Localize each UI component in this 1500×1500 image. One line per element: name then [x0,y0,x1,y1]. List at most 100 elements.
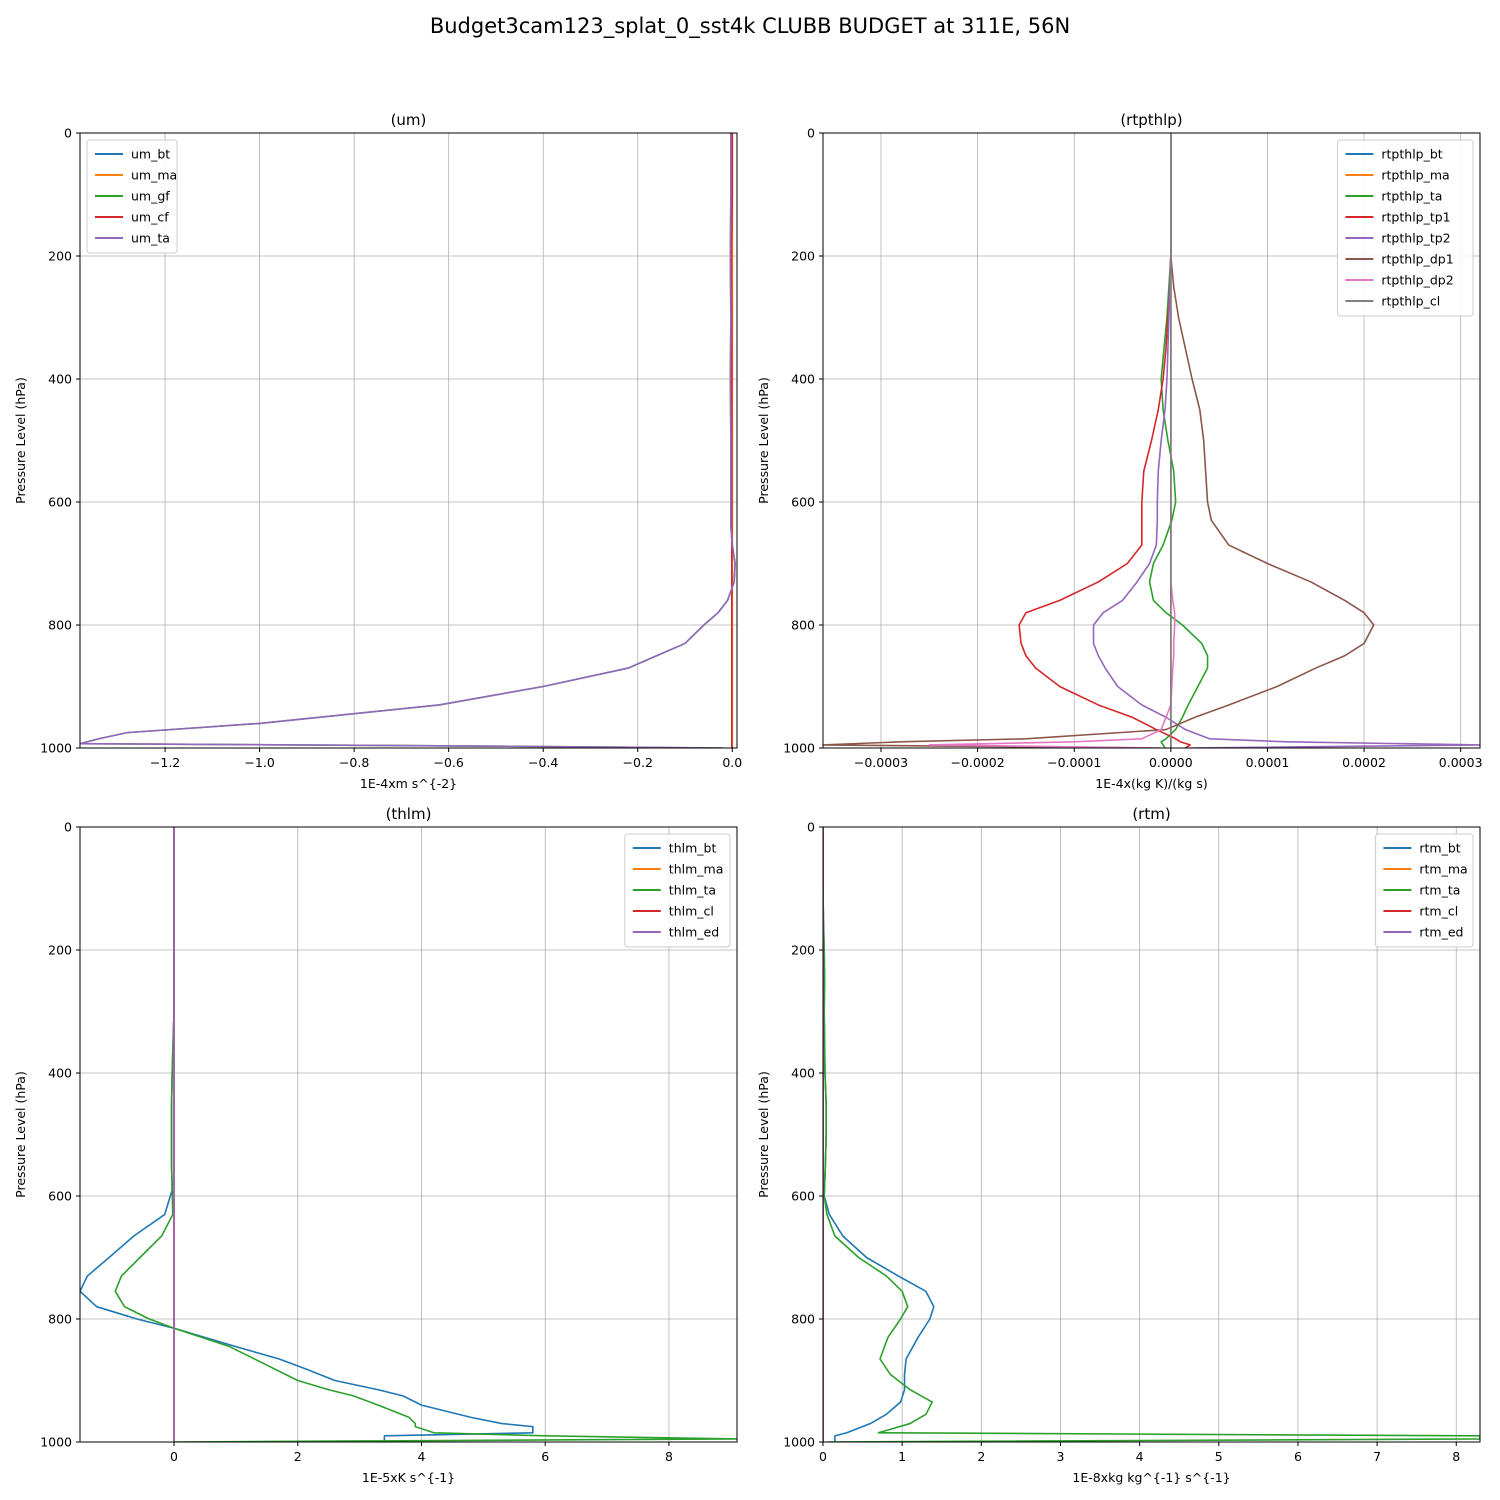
x-tick-label: −0.0001 [1047,755,1101,770]
y-tick-label: 600 [48,495,72,510]
axes-frame [79,826,738,1443]
x-tick-label: 0 [819,1449,827,1464]
legend-label-thlm_ta: thlm_ta [669,883,716,898]
y-tick-label: 600 [791,1189,815,1204]
x-tick-label: 7 [1373,1449,1381,1464]
subplot-title: (rtpthlp) [1120,111,1182,129]
legend-box [1336,139,1474,317]
y-tick-label: 600 [791,495,815,510]
x-tick-label: 2 [977,1449,985,1464]
series-line-um_ta [80,133,736,748]
legend-label-rtpthlp_cl: rtpthlp_cl [1381,294,1440,309]
y-tick-label: 0 [64,126,72,141]
y-tick-label: 800 [791,618,815,633]
x-axis-label: 1E-4x(kg K)/(kg s) [1095,776,1207,791]
legend: um_bt um_ma um_gf um_cf um_ta [86,139,178,254]
legend-label-rtm_cl: rtm_cl [1419,904,1458,919]
subplot-1: −1.2 −1.0 −0.8 −0.6 −0.4 −0.2 0.0 0 200 400 600 800… [13,111,742,791]
legend-label-rtpthlp_bt: rtpthlp_bt [1381,147,1442,162]
y-axis-label: Pressure Level (hPa) [13,377,28,504]
legend-label-rtm_ed: rtm_ed [1419,925,1463,940]
y-tick-label: 1000 [783,1435,815,1450]
x-tick-label: −0.6 [433,755,463,770]
legend-label-rtpthlp_dp2: rtpthlp_dp2 [1381,273,1453,288]
series-line-um_cf [730,133,734,748]
y-tick-label: 200 [48,249,72,264]
y-tick-label: 1000 [40,741,72,756]
x-tick-label: −0.8 [339,755,369,770]
x-tick-label: 1 [898,1449,906,1464]
y-tick-label: 800 [48,618,72,633]
y-tick-label: 200 [791,249,815,264]
series-lines [823,133,1480,748]
axes-frame [822,132,1481,749]
axes-frame [822,826,1481,1443]
x-axis-label: 1E-4xm s^{-2} [360,776,457,791]
legend-label-um_ta: um_ta [131,231,170,246]
series-line-thlm_bt [80,827,534,1442]
legend-label-um_ma: um_ma [131,168,177,183]
x-tick-label: 0.0003 [1439,755,1483,770]
legend-label-thlm_bt: thlm_bt [669,841,717,856]
subplot-4: 0 1 2 3 4 5 6 7 8 0 200 400 600 800 1000 (rtm) 1E-8xkg k… [756,805,1481,1485]
series-line-thlm_ta [114,827,737,1442]
series-lines [823,827,1480,1442]
subplot-3: 0 2 4 6 8 0 200 400 600 800 1000 (thlm) 1E-5xK s^{-1… [13,805,738,1485]
y-tick-label: 0 [807,126,815,141]
x-axis-label: 1E-8xkg kg^{-1} s^{-1} [1072,1470,1230,1485]
x-tick-label: 4 [1136,1449,1144,1464]
series-line-rtpthlp_dp1 [823,133,1375,748]
y-tick-label: 400 [48,1066,72,1081]
y-tick-label: 600 [48,1189,72,1204]
legend-label-thlm_ed: thlm_ed [669,925,719,940]
series-line-rtpthlp_dp2 [928,133,1176,748]
legend-label-um_gf: um_gf [131,189,170,204]
subplot-title: (rtm) [1132,805,1170,823]
y-axis-label: Pressure Level (hPa) [756,377,771,504]
y-tick-label: 200 [791,943,815,958]
subplot-title: (thlm) [386,805,432,823]
legend-label-thlm_ma: thlm_ma [669,862,724,877]
x-tick-label: 4 [418,1449,426,1464]
legend-label-rtpthlp_ma: rtpthlp_ma [1381,168,1449,183]
legend-label-rtpthlp_ta: rtpthlp_ta [1381,189,1442,204]
legend: rtpthlp_bt rtpthlp_ma rtpthlp_ta rtpthlp_tp… [1336,139,1474,317]
legend-label-rtpthlp_dp1: rtpthlp_dp1 [1381,252,1453,267]
legend-label-rtpthlp_tp1: rtpthlp_tp1 [1381,210,1450,225]
series-lines [80,827,737,1442]
legend-label-um_cf: um_cf [131,210,169,225]
legend-box [624,833,731,948]
x-axis-label: 1E-5xK s^{-1} [362,1470,455,1485]
subplot-2: −0.0003 −0.0002 −0.0001 0.0000 0.0001 0.0002 0… [756,111,1483,791]
series-line-rtpthlp_tp2 [1092,133,1480,748]
x-tick-label: 0 [170,1449,178,1464]
legend-label-thlm_cl: thlm_cl [669,904,714,919]
x-tick-label: 2 [294,1449,302,1464]
legend-label-rtm_ta: rtm_ta [1419,883,1460,898]
series-line-rtm_bt [823,827,935,1442]
x-tick-label: 6 [541,1449,549,1464]
x-tick-label: 0.0000 [1149,755,1193,770]
x-tick-label: 6 [1294,1449,1302,1464]
figure-title: Budget3cam123_splat_0_sst4k CLUBB BUDGET… [429,14,1071,38]
axes-frame [79,132,738,749]
y-axis-label: Pressure Level (hPa) [756,1071,771,1198]
series-line-rtpthlp_tp1 [1018,133,1191,748]
x-tick-label: −0.0002 [950,755,1004,770]
x-tick-label: 0.0 [722,755,742,770]
y-tick-label: 200 [48,943,72,958]
legend: thlm_bt thlm_ma thlm_ta thlm_cl thlm_ed [624,833,731,948]
x-tick-label: 5 [1215,1449,1223,1464]
x-tick-label: −1.0 [244,755,274,770]
y-tick-label: 400 [791,372,815,387]
y-tick-label: 1000 [783,741,815,756]
series-line-rtpthlp_ta [1148,133,1209,748]
legend: rtm_bt rtm_ma rtm_ta rtm_cl rtm_ed [1374,833,1474,948]
y-tick-label: 800 [791,1312,815,1327]
series-lines [80,133,736,748]
legend-box [1374,833,1474,948]
x-tick-label: 3 [1056,1449,1064,1464]
series-line-rtm_ta [823,827,1480,1442]
y-axis-label: Pressure Level (hPa) [13,1071,28,1198]
